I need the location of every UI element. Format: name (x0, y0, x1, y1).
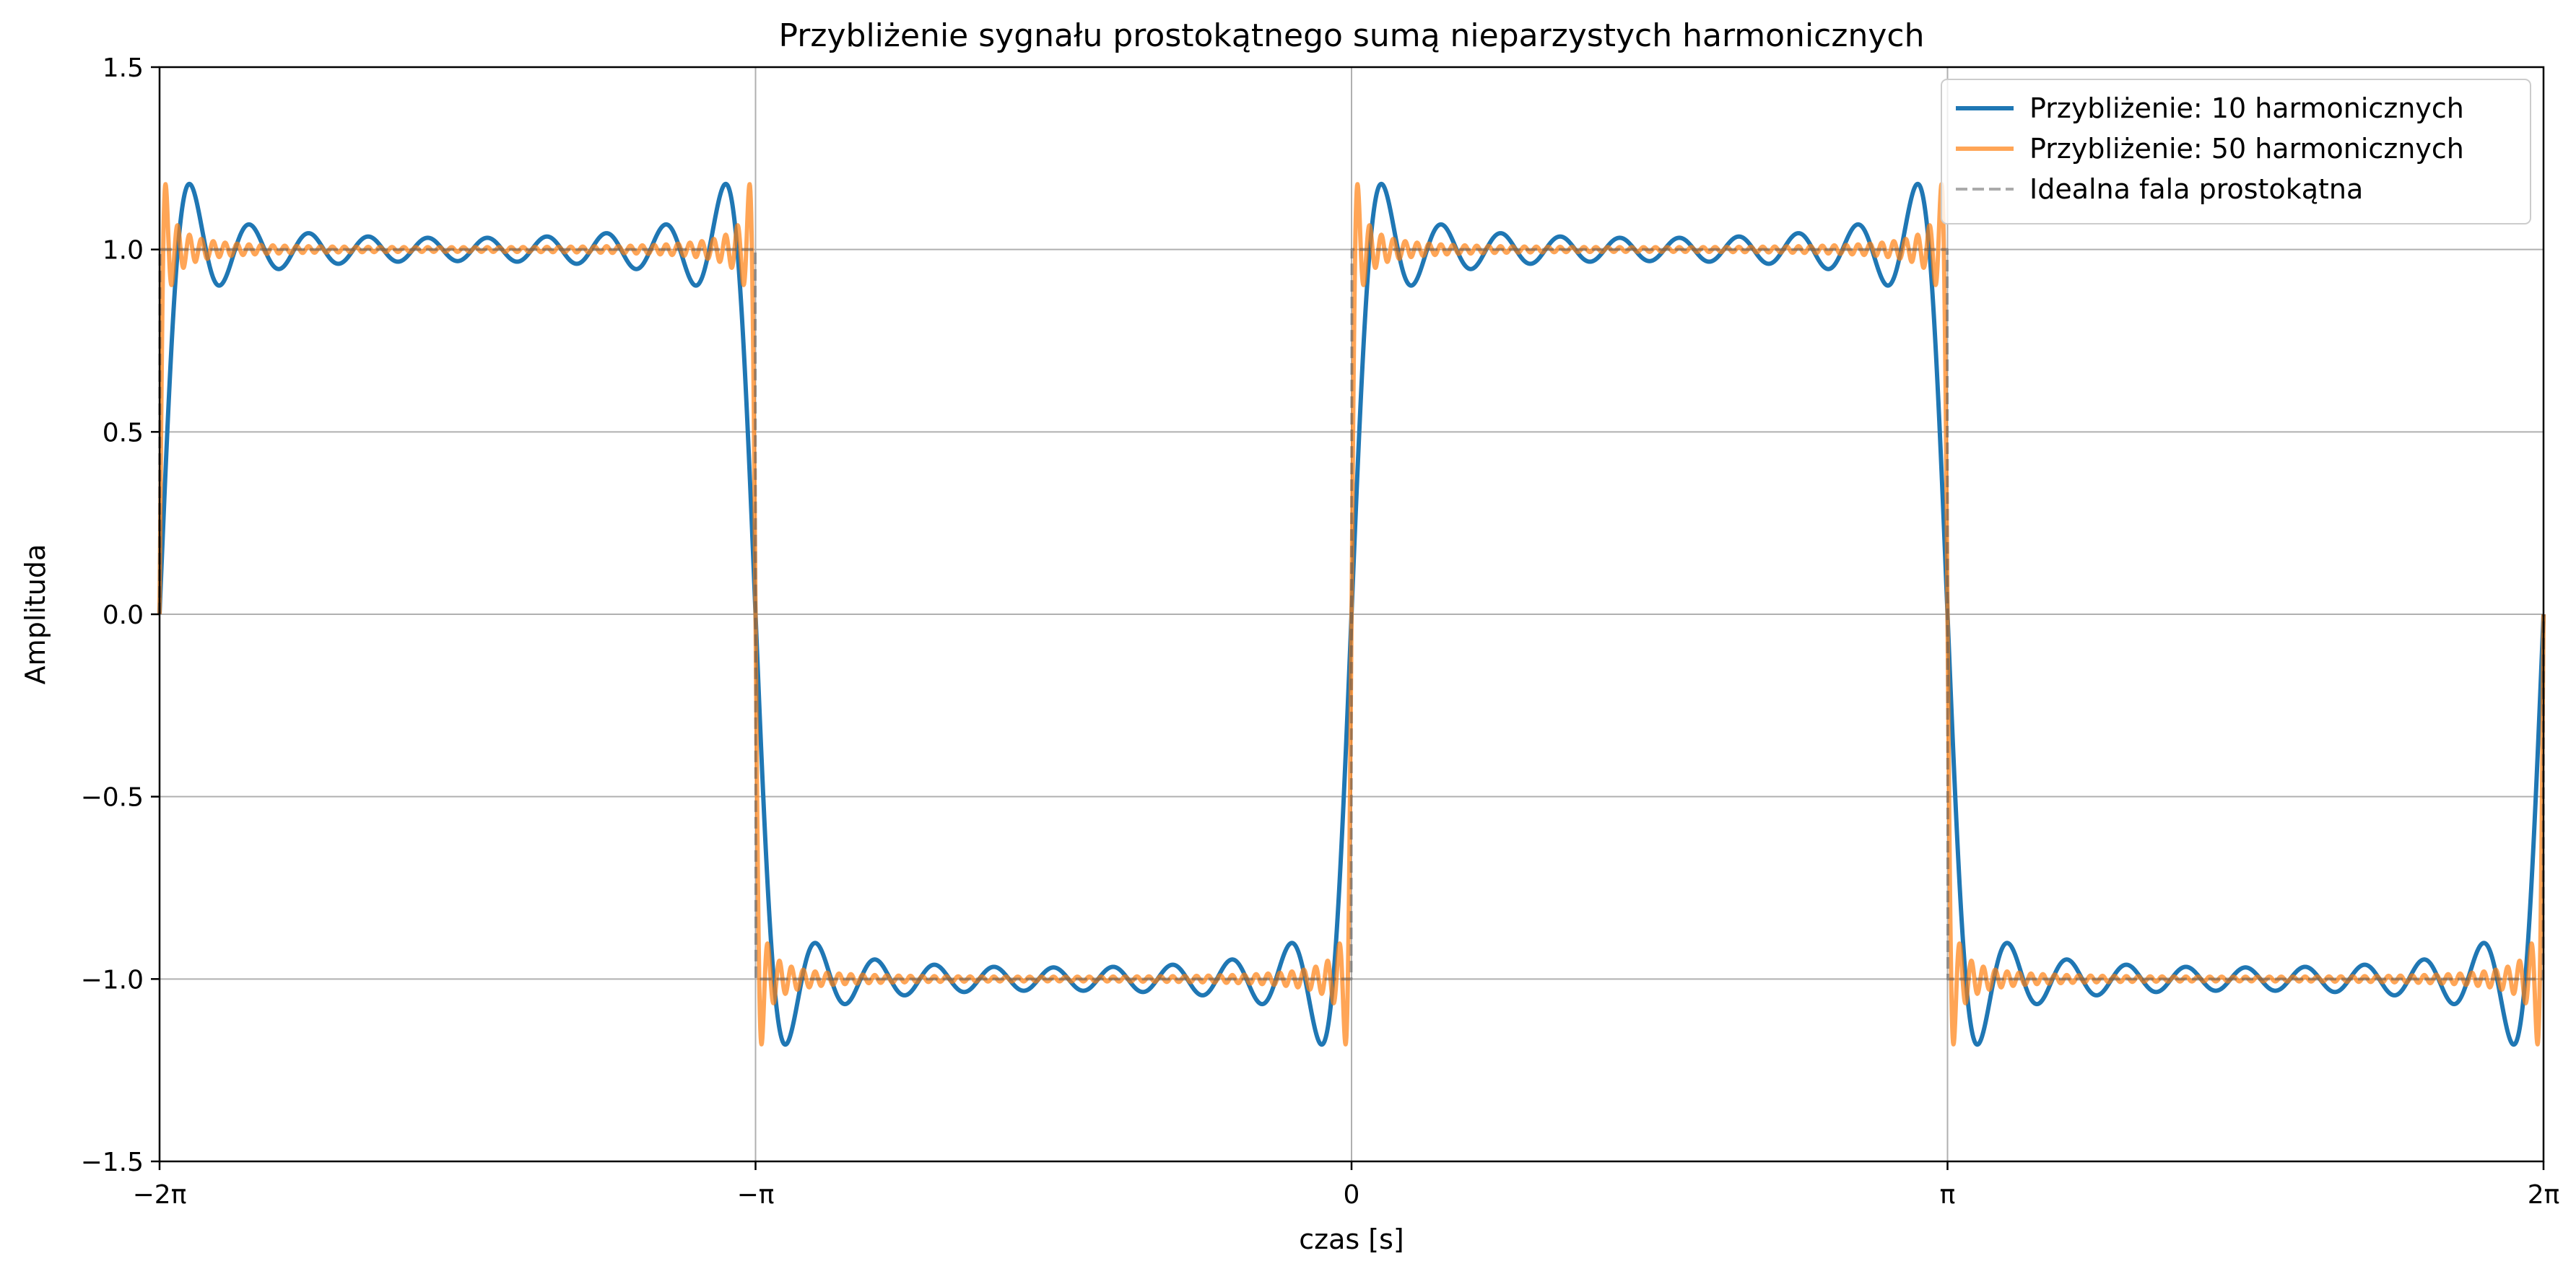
series-line-3 (158, 248, 2545, 981)
legend-label: Przybliżenie: 10 harmonicznych (2029, 92, 2464, 124)
x-tick-label: 2π (2528, 1180, 2560, 1210)
legend-label: Przybliżenie: 50 harmonicznych (2029, 133, 2464, 165)
x-axis-label: czas [s] (1299, 1223, 1404, 1255)
y-tick-label: 0.0 (103, 601, 144, 630)
y-tick-label: 0.5 (103, 418, 144, 448)
x-tick-label: π (1940, 1180, 1956, 1210)
legend-label: Idealna fala prostokątna (2029, 173, 2363, 205)
legend: Przybliżenie: 10 harmonicznych Przybliżen… (1941, 79, 2531, 224)
ticks: −2π −π 0 π 2π −1.5 −1.0 −0.5 0.0 0.5 1.0 1.5 (81, 53, 2560, 1210)
x-tick-label: −π (737, 1180, 775, 1210)
x-tick-label: 0 (1344, 1180, 1360, 1210)
y-tick-label: −0.5 (81, 783, 144, 813)
y-tick-label: 1.5 (103, 53, 144, 83)
y-tick-label: −1.0 (81, 965, 144, 995)
y-tick-label: −1.5 (81, 1148, 144, 1177)
x-tick-label: −2π (133, 1180, 187, 1210)
y-axis-label: Amplituda (19, 544, 51, 685)
y-tick-label: 1.0 (103, 236, 144, 266)
legend-box (1941, 79, 2531, 224)
series-group (157, 181, 2546, 1047)
chart-title: Przybliżenie sygnału prostokątnego sumą … (779, 17, 1925, 54)
